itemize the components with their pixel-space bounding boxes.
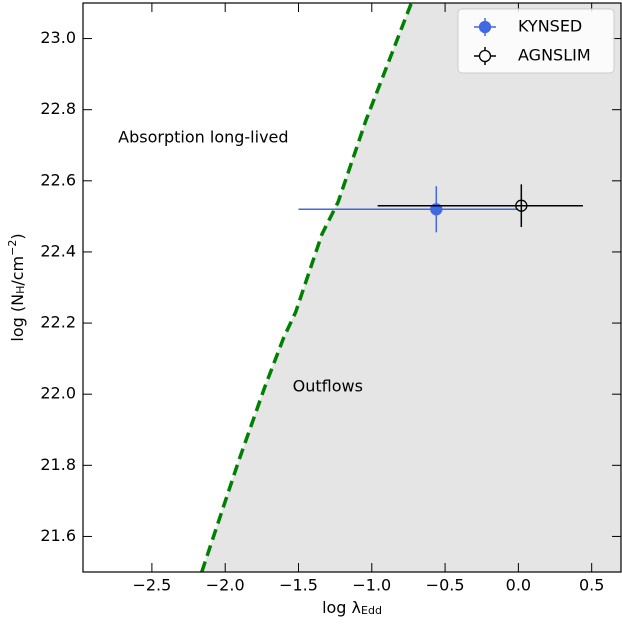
- point: [430, 203, 443, 216]
- legend-marker: [478, 49, 492, 63]
- y-tick-label: 22.4: [40, 241, 76, 260]
- y-tick-label: 23.0: [40, 28, 76, 47]
- label-part: log (N: [8, 294, 27, 342]
- legend-label: KYNSED: [518, 17, 582, 36]
- x-tick-label: −1.5: [279, 576, 318, 595]
- x-tick-label: 0.0: [506, 576, 531, 595]
- y-tick-label: 22.8: [40, 99, 76, 118]
- plot-frame: [82, 2, 622, 573]
- y-tick-label: 22.2: [40, 313, 76, 332]
- x-tick-label: 0.5: [579, 576, 604, 595]
- boundary-line: [200, 3, 414, 572]
- shaded-region: [201, 3, 621, 572]
- x-tick-label: −0.5: [426, 576, 465, 595]
- legend-label: AGNSLIM: [518, 46, 591, 65]
- x-tick-label: −2.5: [132, 576, 171, 595]
- label-part: −2: [6, 240, 19, 256]
- y-tick-label: 21.8: [40, 455, 76, 474]
- y-axis-label: log (NH/cm−2): [6, 233, 27, 341]
- label-part: Edd: [361, 604, 382, 617]
- label-part: /cm: [8, 256, 27, 286]
- plot-area: [200, 3, 621, 572]
- label-part: ): [8, 233, 27, 239]
- point: [515, 199, 528, 212]
- y-tick-label: 21.6: [40, 526, 76, 545]
- label-part: H: [14, 286, 27, 294]
- x-tick-label: −1.0: [352, 576, 391, 595]
- annotation: Absorption long-lived: [118, 128, 288, 147]
- y-tick-label: 22.6: [40, 170, 76, 189]
- label-part: log λ: [322, 598, 361, 617]
- x-axis-label: log λEdd: [322, 598, 382, 617]
- annotation: Outflows: [293, 377, 363, 396]
- legend-box: [457, 8, 615, 74]
- y-tick-label: 22.0: [40, 384, 76, 403]
- legend-marker: [478, 20, 492, 34]
- x-tick-label: −2.0: [206, 576, 245, 595]
